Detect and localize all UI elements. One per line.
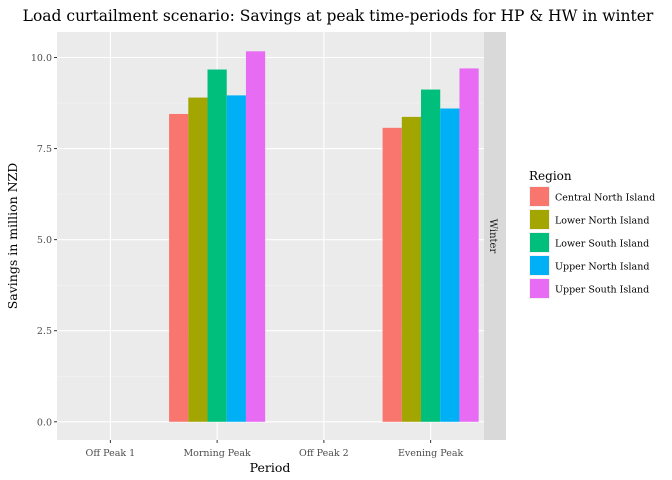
x-tick-label: Evening Peak (398, 448, 464, 459)
bar (440, 108, 460, 422)
x-axis-title: Period (250, 460, 291, 475)
bars (169, 51, 479, 422)
legend-label: Upper South Island (555, 285, 649, 296)
x-tick-label: Off Peak 1 (86, 448, 136, 459)
bar (226, 95, 246, 422)
legend-swatch (530, 233, 549, 252)
legend-label: Lower South Island (555, 239, 649, 250)
y-axis: 0.0 2.5 5.0 7.5 10.0 (31, 53, 57, 428)
bar (421, 89, 441, 422)
y-tick-label: 5.0 (37, 235, 52, 246)
bar (245, 51, 266, 422)
facet-strip-label: Winter (487, 219, 498, 254)
bar (401, 116, 422, 422)
bar (207, 69, 227, 422)
legend: Region Central North Island Lower North I… (529, 169, 655, 299)
legend-label: Upper North Island (555, 262, 649, 273)
legend-swatch (530, 210, 549, 229)
bar (188, 97, 208, 422)
y-tick-label: 2.5 (37, 326, 52, 337)
legend-label: Lower North Island (555, 216, 649, 227)
legend-swatch (530, 256, 549, 275)
chart-title: Load curtailment scenario: Savings at pe… (23, 7, 654, 25)
legend-swatch (530, 187, 549, 206)
legend-swatch (530, 279, 549, 298)
bar (382, 127, 402, 422)
bar (169, 113, 189, 422)
y-tick-label: 7.5 (37, 144, 52, 155)
y-tick-label: 10.0 (31, 53, 52, 64)
facet-strip (484, 32, 506, 440)
y-tick-label: 0.0 (37, 417, 52, 428)
x-axis: Off Peak 1 Morning Peak Off Peak 2 Evening … (86, 440, 464, 459)
legend-title: Region (529, 169, 572, 183)
y-axis-title: Savings in million NZD (5, 163, 20, 310)
x-tick-label: Off Peak 2 (299, 448, 349, 459)
x-tick-label: Morning Peak (183, 448, 251, 459)
legend-label: Central North Island (555, 193, 655, 204)
bar (459, 68, 479, 422)
